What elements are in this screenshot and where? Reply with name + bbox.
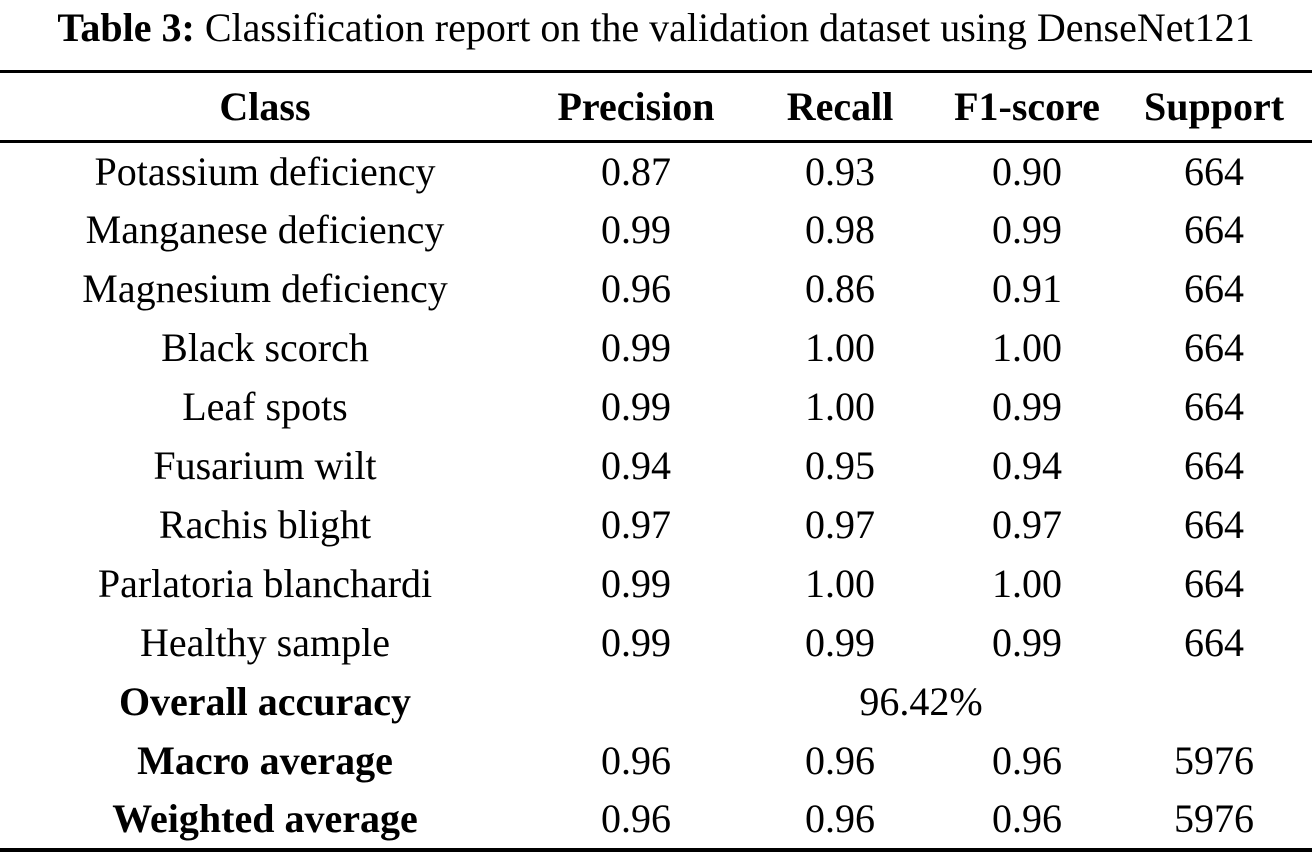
table-row: Fusarium wilt 0.94 0.95 0.94 664 xyxy=(0,437,1312,496)
cell-support: 5976 xyxy=(1174,796,1254,841)
cell-macro-average-label: Macro average xyxy=(137,738,393,783)
cell-recall: 1.00 xyxy=(805,561,875,606)
cell-f1-score: 0.96 xyxy=(992,738,1062,783)
cell-class: Fusarium wilt xyxy=(153,443,377,488)
table-row: Healthy sample 0.99 0.99 0.99 664 xyxy=(0,614,1312,673)
table-caption-text: Classification report on the validation … xyxy=(204,4,1255,50)
cell-recall: 0.86 xyxy=(805,266,875,311)
cell-f1-score: 0.99 xyxy=(992,384,1062,429)
cell-recall: 0.99 xyxy=(805,620,875,665)
cell-support: 664 xyxy=(1184,148,1244,194)
table-header: Class Precision Recall F1-score Support xyxy=(0,72,1312,142)
cell-precision: 0.99 xyxy=(601,384,671,429)
classification-report-table: Class Precision Recall F1-score Support … xyxy=(0,70,1312,852)
cell-precision: 0.96 xyxy=(601,796,671,841)
cell-class: Parlatoria blanchardi xyxy=(97,561,433,606)
table-row: Rachis blight 0.97 0.97 0.97 664 xyxy=(0,496,1312,555)
cell-f1-score: 0.96 xyxy=(992,796,1062,841)
cell-f1-score: 1.00 xyxy=(992,561,1062,606)
overall-accuracy-row: Overall accuracy 96.42% xyxy=(0,673,1312,732)
cell-support: 664 xyxy=(1184,502,1244,547)
cell-support: 664 xyxy=(1184,561,1244,606)
header-cell-f1-score: F1-score xyxy=(954,83,1100,129)
cell-recall: 0.93 xyxy=(805,148,875,194)
cell-precision: 0.99 xyxy=(601,620,671,665)
cell-support: 664 xyxy=(1184,384,1244,429)
header-row: Class Precision Recall F1-score Support xyxy=(0,72,1312,142)
table-row: Leaf spots 0.99 1.00 0.99 664 xyxy=(0,378,1312,437)
cell-class: Rachis blight xyxy=(158,502,372,547)
cell-f1-score: 1.00 xyxy=(992,325,1062,370)
cell-overall-accuracy-value: 96.42% xyxy=(859,679,983,724)
cell-class: Healthy sample xyxy=(140,620,390,665)
table-row: Parlatoria blanchardi 0.99 1.00 1.00 664 xyxy=(0,555,1312,614)
cell-class: Magnesium deficiency xyxy=(82,266,448,311)
header-cell-class: Class xyxy=(219,83,311,129)
table-row: Potassium deficiency 0.87 0.93 0.90 664 xyxy=(0,142,1312,201)
table-caption: Table 3: Classification report on the va… xyxy=(0,0,1312,70)
cell-overall-accuracy-label: Overall accuracy xyxy=(118,679,412,724)
cell-recall: 1.00 xyxy=(805,325,875,370)
cell-class: Manganese deficiency xyxy=(85,207,445,252)
table-row: Manganese deficiency 0.99 0.98 0.99 664 xyxy=(0,201,1312,260)
cell-precision: 0.97 xyxy=(601,502,671,547)
cell-class: Black scorch xyxy=(161,325,369,370)
cell-precision: 0.99 xyxy=(601,325,671,370)
cell-support: 664 xyxy=(1184,620,1244,665)
cell-f1-score: 0.94 xyxy=(992,443,1062,488)
header-cell-precision: Precision xyxy=(557,83,715,129)
cell-recall: 0.96 xyxy=(805,796,875,841)
cell-precision: 0.99 xyxy=(601,207,671,252)
cell-class: Potassium deficiency xyxy=(94,148,436,194)
cell-precision: 0.87 xyxy=(601,148,671,194)
cell-support: 664 xyxy=(1184,325,1244,370)
cell-support: 5976 xyxy=(1174,738,1254,783)
header-cell-support: Support xyxy=(1143,83,1285,129)
cell-f1-score: 0.91 xyxy=(992,266,1062,311)
cell-precision: 0.99 xyxy=(601,561,671,606)
cell-support: 664 xyxy=(1184,207,1244,252)
cell-weighted-average-label: Weighted average xyxy=(112,796,418,841)
table-body: Potassium deficiency 0.87 0.93 0.90 664 … xyxy=(0,142,1312,850)
table-row: Magnesium deficiency 0.96 0.86 0.91 664 xyxy=(0,260,1312,319)
cell-recall: 1.00 xyxy=(805,384,875,429)
cell-recall: 0.95 xyxy=(805,443,875,488)
cell-f1-score: 0.99 xyxy=(992,207,1062,252)
cell-support: 664 xyxy=(1184,266,1244,311)
cell-recall: 0.98 xyxy=(805,207,875,252)
cell-f1-score: 0.90 xyxy=(992,148,1062,194)
macro-average-row: Macro average 0.96 0.96 0.96 5976 xyxy=(0,732,1312,791)
cell-support: 664 xyxy=(1184,443,1244,488)
weighted-average-row: Weighted average 0.96 0.96 0.96 5976 xyxy=(0,791,1312,850)
header-cell-recall: Recall xyxy=(786,83,894,129)
cell-recall: 0.97 xyxy=(805,502,875,547)
cell-f1-score: 0.97 xyxy=(992,502,1062,547)
cell-precision: 0.94 xyxy=(601,443,671,488)
cell-f1-score: 0.99 xyxy=(992,620,1062,665)
cell-precision: 0.96 xyxy=(601,266,671,311)
cell-class: Leaf spots xyxy=(182,384,348,429)
cell-precision: 0.96 xyxy=(601,738,671,783)
cell-recall: 0.96 xyxy=(805,738,875,783)
table-row: Black scorch 0.99 1.00 1.00 664 xyxy=(0,319,1312,378)
table-caption-number: Table 3: xyxy=(57,4,195,50)
